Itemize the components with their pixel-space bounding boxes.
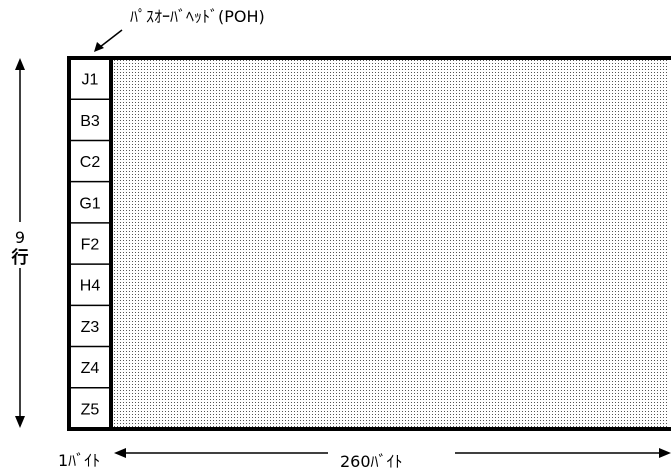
poh-byte-cell-z4: Z4 [71,345,109,377]
poh-byte-cell-f2: F2 [71,222,109,254]
poh-byte-label: J1 [82,72,99,89]
poh-byte-label: Z4 [81,360,100,377]
rows-count-label: 9 [15,228,25,247]
poh-byte-label: Z5 [81,401,100,418]
rows-unit-label: 行 [11,247,29,268]
poh-label: ﾊﾟｽｵｰﾊﾞﾍｯﾄﾞ(POH) [130,7,265,26]
payload-width-arrow [114,448,671,458]
poh-byte-cell-c2: C2 [71,139,109,171]
payload-width-label: 260ﾊﾞｲﾄ [340,452,403,471]
payload-area [111,58,669,429]
poh-byte-label: C2 [80,154,101,171]
poh-column: J1 B3 C2 G1 F2 H4 Z3 Z4 Z5 [71,72,109,418]
poh-byte-label: H4 [80,278,101,295]
poh-byte-label: Z3 [81,319,100,336]
rows-dimension-arrow [15,58,25,428]
poh-byte-label: B3 [80,113,100,130]
poh-byte-cell-j1: J1 [82,72,99,89]
poh-byte-cell-h4: H4 [71,263,109,295]
poh-width-label: 1ﾊﾞｲﾄ [58,451,100,470]
poh-byte-cell-z5: Z5 [71,387,109,418]
frame-outline [67,56,671,431]
poh-byte-cell-g1: G1 [71,180,109,212]
poh-pointer-arrow [94,29,123,52]
poh-byte-label: G1 [79,195,100,212]
poh-byte-label: F2 [81,237,100,254]
poh-byte-cell-z3: Z3 [71,304,109,336]
poh-byte-cell-b3: B3 [71,98,109,130]
